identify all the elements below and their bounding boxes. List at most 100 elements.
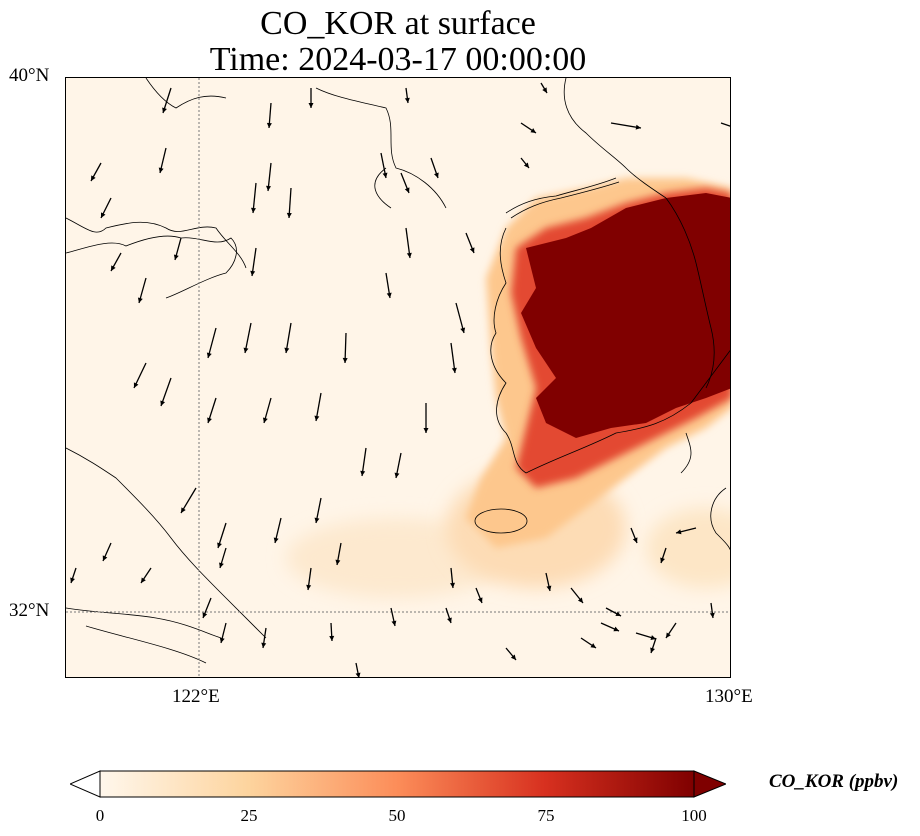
wind-arrow-head — [202, 612, 208, 618]
wind-arrow-head — [329, 635, 335, 641]
wind-arrow-head — [382, 172, 388, 178]
wind-arrow-head — [207, 417, 212, 423]
wind-arrow-shaft — [344, 332, 347, 364]
coast-korea-west — [490, 227, 527, 474]
wind-arrow-head — [342, 357, 348, 363]
colorbar-label: CO_KOR (ppbv) — [769, 771, 899, 792]
wind-arrow-head — [447, 617, 452, 623]
wind-arrow-head — [266, 122, 272, 128]
wind-arrow-head — [101, 212, 106, 218]
wind-arrow-head — [660, 557, 665, 563]
plume-core — [521, 193, 730, 438]
wind-arrow-head — [250, 270, 256, 276]
lat-label-40n: 40°N — [9, 65, 50, 86]
wind-arrow-head — [709, 612, 715, 618]
wind-arrow-shaft — [288, 187, 292, 219]
wind-arrow-shaft — [405, 227, 411, 259]
wind-arrow-head — [469, 247, 475, 253]
wind-arrow-head — [632, 537, 638, 543]
wind-arrow-head — [219, 637, 225, 643]
colorbar-extend-max — [693, 770, 728, 798]
wind-arrow-head — [666, 632, 671, 638]
coast-shandong — [66, 235, 237, 299]
wind-arrow-head — [523, 162, 529, 168]
plume-haze-southeast — [646, 508, 730, 588]
coast-bohai-west — [145, 78, 227, 109]
wind-vectors — [70, 82, 730, 677]
wind-arrow-head — [615, 611, 621, 616]
wind-arrow-head — [590, 643, 596, 648]
wind-arrow-head — [262, 417, 268, 423]
coast-korea-east — [665, 197, 715, 389]
wind-arrow-head — [510, 654, 516, 660]
colorbar-svg — [68, 770, 728, 798]
wind-arrow-head — [251, 207, 256, 213]
wind-arrow-head — [111, 265, 116, 271]
lon-label-122e: 122°E — [172, 686, 220, 707]
coast-yalu-inner — [510, 181, 620, 219]
wind-arrow-head — [450, 582, 455, 588]
wind-arrow-head — [286, 212, 292, 218]
wind-arrow-head — [635, 124, 641, 130]
wind-arrow-head — [613, 626, 619, 632]
wind-arrow-head — [335, 559, 341, 565]
wind-arrow-head — [133, 382, 139, 388]
wind-arrow-shaft — [252, 182, 257, 214]
coast-yalu — [505, 177, 617, 214]
coast-liaodong — [315, 87, 447, 209]
wind-arrow-head — [460, 327, 466, 333]
wind-arrow-head — [577, 597, 583, 603]
gridlines — [66, 78, 730, 677]
coast-korea-south — [525, 350, 730, 474]
coast-korea-north — [563, 78, 667, 199]
wind-arrow-head — [423, 428, 429, 433]
coast-shandong-north — [66, 217, 247, 269]
wind-arrow-head — [676, 529, 682, 535]
lon-label-130e: 130°E — [705, 686, 753, 707]
coast-yangtze-south — [85, 625, 207, 664]
wind-arrow-head — [546, 585, 552, 591]
wind-arrow-head — [266, 185, 272, 191]
wind-arrow-head — [314, 415, 320, 421]
wind-arrow-head — [433, 172, 439, 178]
wind-arrow-head — [650, 647, 655, 653]
coast-jiangsu — [66, 447, 267, 639]
wind-arrow-head — [451, 367, 457, 373]
wind-arrow-head — [391, 620, 397, 626]
lat-label-32n: 32°N — [9, 600, 50, 621]
wind-arrow-head — [404, 187, 410, 193]
map-canvas — [66, 78, 730, 677]
colorbar-tick-75: 75 — [537, 806, 555, 825]
wind-arrow-head — [102, 555, 108, 561]
wind-arrow-shaft — [450, 342, 456, 374]
wind-arrow-head — [173, 254, 179, 260]
wind-arrow-head — [542, 87, 547, 93]
wind-arrow-head — [217, 542, 222, 548]
concentration-field — [286, 178, 730, 598]
wind-arrow-head — [404, 97, 410, 103]
colorbar-gradient — [99, 770, 695, 798]
coast-kyushu — [710, 487, 730, 551]
wind-arrow-head — [308, 103, 314, 108]
wind-arrow-shaft — [244, 322, 252, 354]
wind-arrow-head — [219, 562, 224, 568]
wind-arrow-head — [650, 635, 656, 640]
wind-arrow-head — [141, 577, 146, 583]
colorbar-tick-100: 100 — [681, 806, 707, 825]
wind-arrow-shaft — [720, 122, 730, 127]
wind-arrow-head — [158, 167, 164, 173]
wind-arrow-shaft — [610, 122, 642, 129]
coast-liaodong-tip — [374, 167, 392, 209]
colorbar-tick-0: 0 — [95, 806, 105, 825]
wind-arrow-head — [162, 107, 167, 113]
wind-arrow-head — [91, 175, 96, 181]
wind-arrow-head — [137, 297, 143, 303]
colorbar-tick-25: 25 — [240, 806, 258, 825]
wind-arrow-head — [355, 672, 361, 677]
wind-arrow-head — [261, 642, 267, 648]
tsushima — [680, 432, 692, 474]
wind-arrow-head — [160, 400, 166, 406]
wind-arrow-head — [394, 472, 400, 478]
wind-arrow-head — [406, 252, 412, 258]
wind-arrow-head — [477, 597, 483, 603]
